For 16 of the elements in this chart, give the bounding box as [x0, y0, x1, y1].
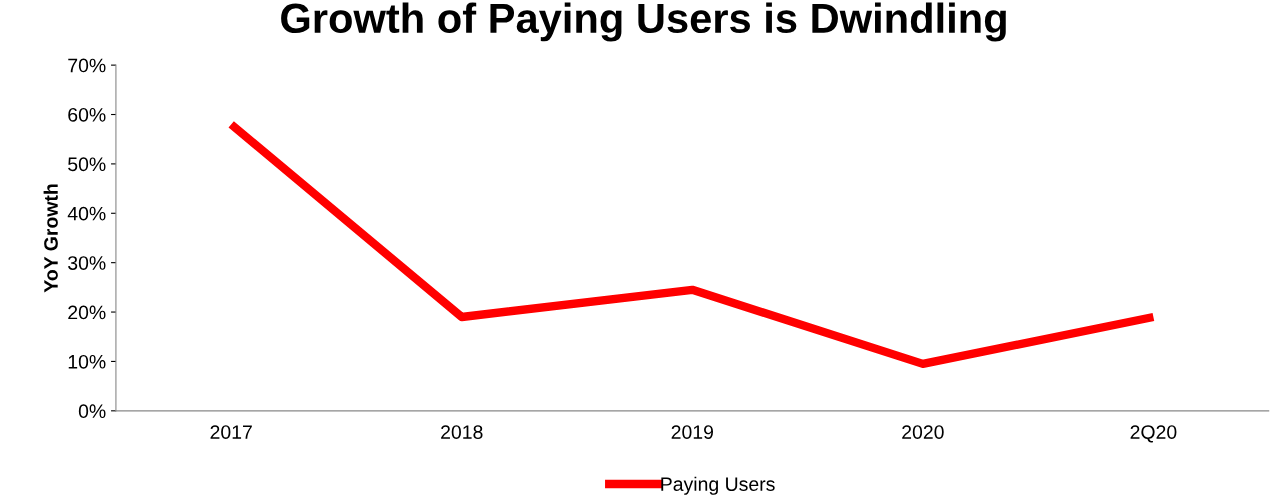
x-tick-label: 2020 — [902, 425, 944, 439]
y-tick-label: 70% — [68, 58, 106, 73]
chart-title: Growth of Paying Users is Dwindling — [281, 2, 1006, 42]
legend-label: Paying Users — [661, 476, 775, 495]
y-tick-label: 60% — [68, 107, 106, 122]
y-tick-label: 10% — [68, 354, 106, 369]
y-tick-label: 50% — [68, 157, 106, 172]
y-tick-label: 30% — [68, 256, 106, 270]
y-axis-title: YoY Growth — [43, 184, 58, 293]
x-tick-label: 2017 — [210, 425, 252, 439]
y-tick-label: 0% — [78, 404, 106, 419]
x-tick-label: 2019 — [671, 425, 714, 439]
y-tick-label: 40% — [67, 206, 106, 221]
x-tick-label: 2Q20 — [1130, 425, 1177, 443]
x-tick-label: 2018 — [441, 425, 483, 439]
y-tick-label: 20% — [68, 305, 106, 320]
